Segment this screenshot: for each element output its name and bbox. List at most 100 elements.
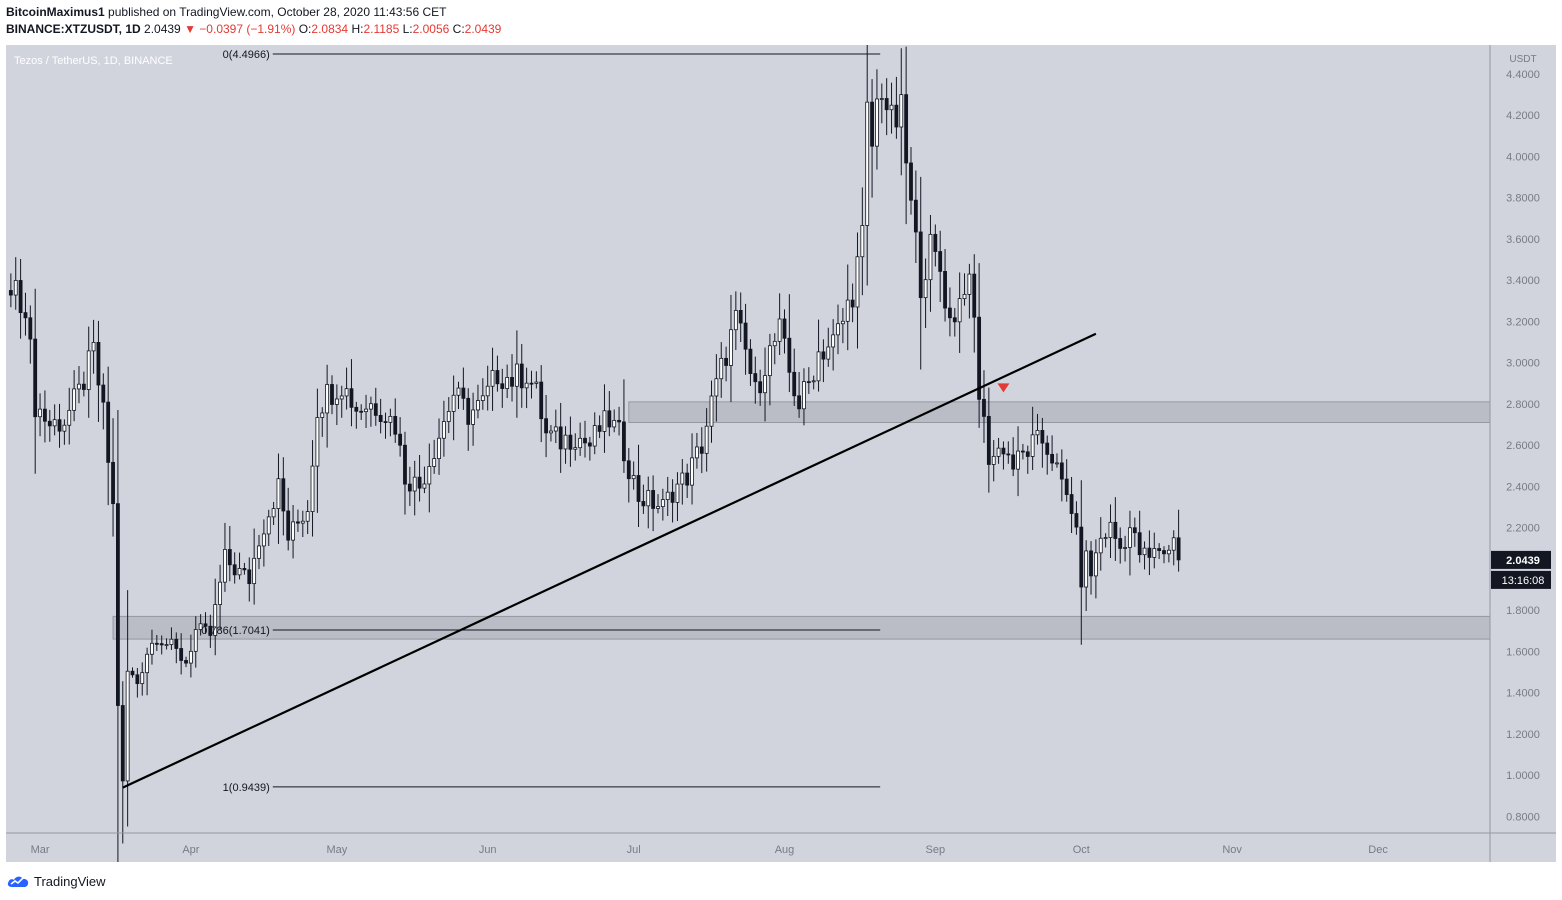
candle-body	[427, 466, 432, 485]
candle-body	[159, 643, 164, 646]
price-tick-label: 4.4000	[1506, 69, 1540, 81]
candle-body	[699, 446, 704, 454]
candle-body	[383, 421, 388, 423]
candle-body	[1011, 454, 1016, 470]
candle-body	[792, 371, 797, 397]
down-arrow-icon: ▼	[184, 22, 196, 36]
zone-0	[628, 401, 1491, 423]
candle-body	[811, 380, 816, 383]
candle-body	[636, 475, 641, 502]
candle-body	[111, 461, 115, 505]
candle-body	[422, 483, 427, 489]
candle-body	[665, 491, 670, 501]
candle-body	[631, 475, 636, 480]
candle-body	[23, 312, 28, 319]
candle-body	[1123, 547, 1127, 549]
candle-body	[519, 363, 524, 389]
candle-body	[996, 447, 1001, 457]
price-tick-label: 4.2000	[1506, 110, 1540, 122]
candle-body	[690, 457, 694, 486]
candle-body	[485, 385, 490, 397]
low-value: 2.0056	[412, 22, 450, 36]
candle-body	[86, 350, 91, 390]
candle-body	[651, 490, 656, 509]
candle-body	[237, 568, 242, 576]
candle-body	[145, 653, 150, 674]
candle-body	[164, 644, 169, 646]
time-tick-label: Sep	[926, 844, 946, 856]
candle-body	[986, 415, 991, 465]
candle-body	[218, 581, 222, 605]
candle-body	[797, 395, 801, 410]
author-name[interactable]: BitcoinMaximus1	[6, 5, 105, 19]
candle-body	[617, 419, 621, 423]
candle-body	[1176, 537, 1181, 561]
candle-body	[894, 104, 899, 128]
candle-body	[1020, 450, 1025, 453]
candle-body	[412, 476, 417, 492]
candle-body	[991, 455, 996, 465]
candle-body	[1055, 462, 1059, 465]
candle-body	[1157, 548, 1162, 551]
candle-body	[573, 447, 578, 450]
candle-body	[622, 421, 626, 462]
publish-info: published on TradingView.com, October 28…	[108, 5, 447, 19]
footer-brand[interactable]: TradingView	[34, 873, 106, 889]
price-chart[interactable]: 0(4.4966) 0.786(1.7041) 1(0.9439) Tezos / …	[6, 45, 1556, 862]
candle-body	[1128, 527, 1132, 548]
candle-body	[320, 412, 325, 418]
price-tick-label: 2.6000	[1506, 440, 1540, 452]
candle-body	[568, 434, 573, 450]
candle-body	[549, 430, 553, 434]
candle-body	[544, 418, 548, 434]
open-value: 2.0834	[311, 22, 349, 36]
candle-body	[923, 279, 928, 299]
candle-body	[305, 511, 310, 522]
trendline	[122, 332, 1097, 789]
candle-body	[860, 225, 865, 258]
ohlc-line: BINANCE:XTZUSDT, 1D 2.0439 ▼ −0.0397 (−1…	[6, 21, 501, 38]
candle-body	[403, 444, 407, 485]
candle-body	[1069, 494, 1074, 514]
candle-body	[490, 370, 495, 387]
candle-body	[120, 705, 125, 782]
candle-body	[529, 382, 534, 385]
candle-body	[972, 273, 977, 318]
candle-body	[43, 408, 47, 422]
candle-body	[1016, 450, 1020, 470]
time-tick-label: Dec	[1368, 844, 1388, 856]
candle-body	[480, 395, 485, 401]
candle-body	[91, 342, 96, 352]
candle-body	[763, 375, 767, 394]
fibonacci-retracement[interactable]: 0(4.4966) 0.786(1.7041) 1(0.9439)	[201, 49, 881, 794]
price-tick-label: 3.4000	[1506, 275, 1540, 287]
candle-body	[840, 320, 845, 325]
candle-body	[1064, 478, 1069, 495]
candle-body	[1006, 453, 1011, 456]
candle-body	[140, 672, 145, 685]
candle-body	[1147, 547, 1152, 558]
candle-body	[72, 388, 77, 411]
candle-body	[641, 501, 646, 507]
candle-body	[1093, 552, 1098, 577]
candle-body	[865, 101, 870, 226]
candle-body	[242, 568, 247, 571]
candle-body	[495, 370, 500, 385]
candle-body	[821, 351, 826, 360]
price-tick-label: 3.6000	[1506, 234, 1540, 246]
price-tick-label: 1.2000	[1506, 729, 1540, 741]
price-tick-label: 3.2000	[1506, 316, 1540, 328]
tradingview-logo-icon[interactable]	[6, 872, 30, 890]
price-tick-label: 4.0000	[1506, 151, 1540, 163]
currency-label: USDT	[1509, 54, 1536, 65]
candle-body	[446, 411, 451, 422]
candle-body	[602, 410, 607, 432]
candle-body	[330, 384, 334, 405]
candle-body	[1089, 550, 1093, 577]
price-tick-label: 3.0000	[1506, 358, 1540, 370]
candle-body	[315, 417, 320, 467]
ascending-trendline[interactable]	[122, 332, 1097, 789]
candle-body	[252, 557, 257, 585]
candle-body	[266, 516, 271, 535]
candle-body	[1166, 549, 1171, 555]
